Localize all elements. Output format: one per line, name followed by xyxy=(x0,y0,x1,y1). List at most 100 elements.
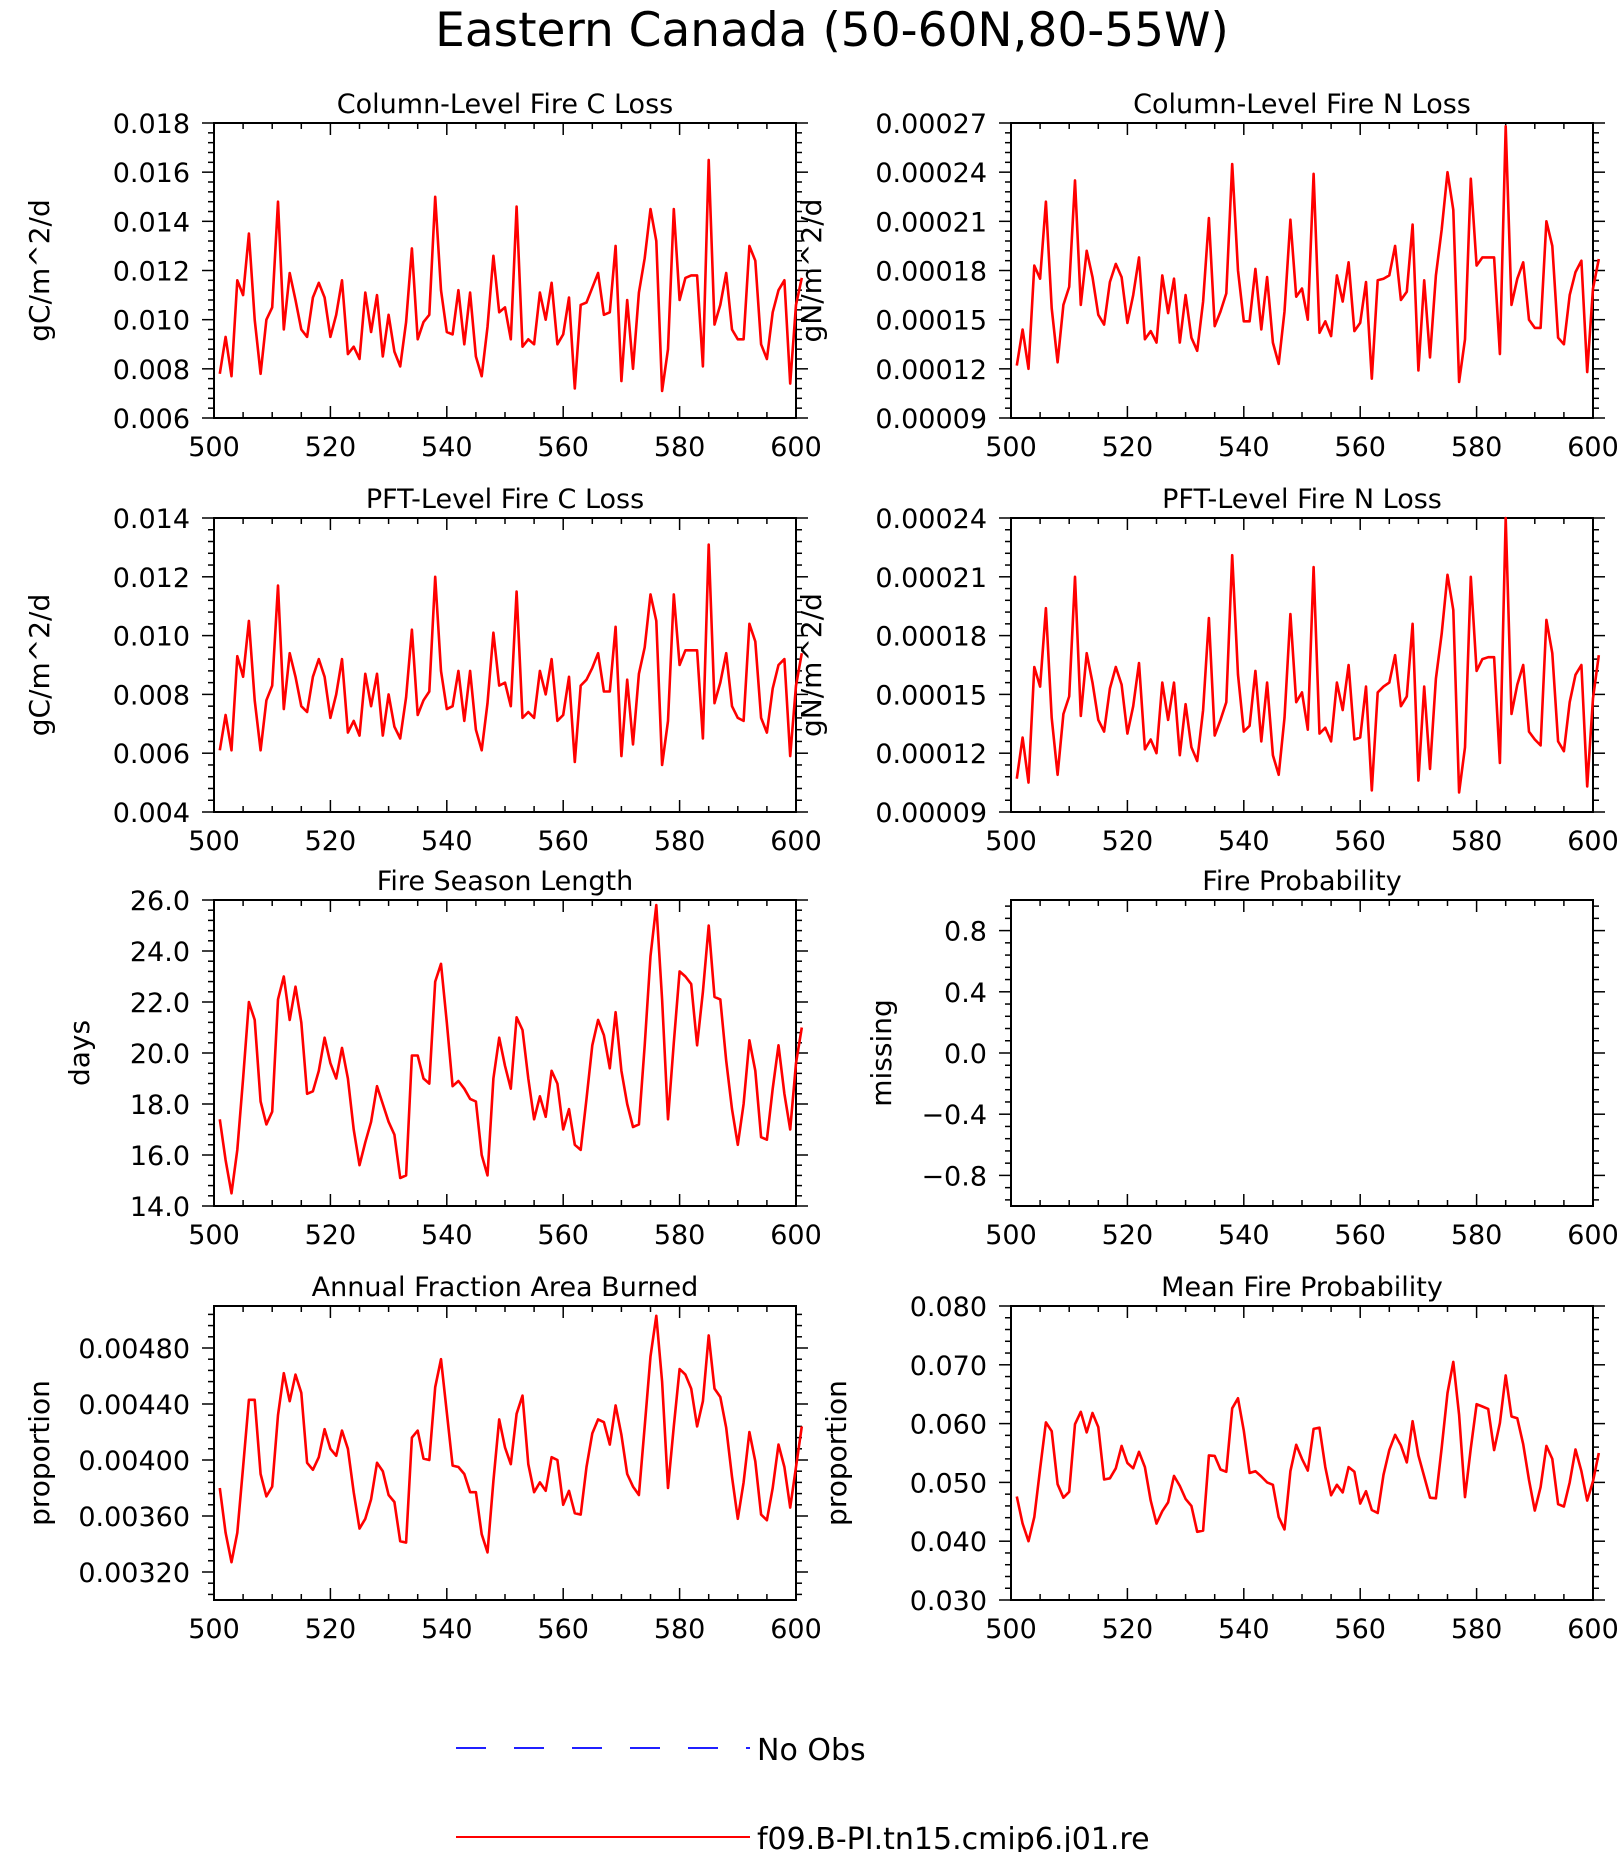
y-tick-label: 0.4 xyxy=(944,978,987,1009)
y-tick-label: 0.00360 xyxy=(78,1502,190,1533)
y-tick-label: 0.00021 xyxy=(875,563,987,594)
x-tick-label: 520 xyxy=(1102,432,1154,463)
x-tick-label: 580 xyxy=(654,432,706,463)
y-tick-label: 0.010 xyxy=(113,306,190,337)
y-tick-label: 0.00012 xyxy=(875,739,987,770)
x-tick-label: 520 xyxy=(305,432,357,463)
x-tick-label: 560 xyxy=(537,1220,589,1251)
y-tick-label: 0.004 xyxy=(113,798,190,829)
panel-title: Mean Fire Probability xyxy=(1161,1272,1443,1303)
x-tick-label: 520 xyxy=(1102,826,1154,857)
y-tick-label: 0.00024 xyxy=(875,158,987,189)
y-tick-label: 22.0 xyxy=(130,988,190,1019)
panel-title: Annual Fraction Area Burned xyxy=(312,1272,699,1303)
y-axis-label: proportion xyxy=(820,1380,853,1526)
y-tick-label: −0.4 xyxy=(921,1100,987,1131)
y-tick-label: 0.050 xyxy=(910,1468,987,1499)
x-tick-label: 500 xyxy=(188,1220,240,1251)
y-axis-label: days xyxy=(63,1020,96,1086)
y-tick-label: 0.030 xyxy=(910,1586,987,1617)
y-axis-label: gC/m^2/d xyxy=(23,199,56,342)
y-tick-label: 0.00440 xyxy=(78,1390,190,1421)
series-line xyxy=(218,1314,804,1564)
x-tick-label: 500 xyxy=(985,1614,1037,1645)
x-tick-label: 560 xyxy=(537,1614,589,1645)
y-tick-label: 0.00015 xyxy=(875,680,987,711)
y-tick-label: 0.00009 xyxy=(875,404,987,435)
panel-pft-n: 500 520 540 560 580 600 0.00009 0.00012 0.00015 0… xyxy=(795,484,1619,857)
x-tick-label: 600 xyxy=(770,432,822,463)
x-tick-label: 580 xyxy=(1451,826,1503,857)
x-tick-label: 600 xyxy=(1567,1220,1619,1251)
panel-title: PFT-Level Fire N Loss xyxy=(1162,484,1442,515)
plot-frame xyxy=(213,899,797,1207)
x-tick-label: 520 xyxy=(305,826,357,857)
x-tick-label: 520 xyxy=(305,1614,357,1645)
panel-season: 500 520 540 560 580 600 14.0 16.0 18.0 20.0 22.0 24… xyxy=(63,866,822,1251)
y-tick-label: −0.8 xyxy=(921,1161,987,1192)
y-tick-label: 24.0 xyxy=(130,937,190,968)
x-tick-label: 600 xyxy=(770,1220,822,1251)
panel-col-c: 500 520 540 560 580 600 0.006 0.008 0.010 0.012 0.… xyxy=(23,89,822,463)
y-tick-label: 0.012 xyxy=(113,563,190,594)
x-tick-label: 580 xyxy=(654,826,706,857)
legend-label-model: f09.B-PI.tn15.cmip6.j01.re xyxy=(757,1822,1150,1852)
series-line xyxy=(218,158,804,393)
x-tick-label: 600 xyxy=(1567,432,1619,463)
panels: 500 520 540 560 580 600 0.006 0.008 0.010 0.012 0.… xyxy=(23,89,1619,1645)
y-tick-label: 0.00018 xyxy=(875,622,987,653)
x-tick-label: 560 xyxy=(1334,1614,1386,1645)
x-tick-label: 500 xyxy=(985,1220,1037,1251)
panel-title: Fire Season Length xyxy=(377,866,633,897)
x-tick-label: 600 xyxy=(770,826,822,857)
y-tick-label: 20.0 xyxy=(130,1039,190,1070)
y-tick-label: 0.010 xyxy=(113,622,190,653)
x-tick-label: 580 xyxy=(1451,432,1503,463)
x-tick-label: 500 xyxy=(188,1614,240,1645)
x-tick-label: 500 xyxy=(188,826,240,857)
x-tick-label: 500 xyxy=(985,826,1037,857)
x-tick-label: 500 xyxy=(188,432,240,463)
y-tick-label: 0.00320 xyxy=(78,1558,190,1589)
y-tick-label: 16.0 xyxy=(130,1141,190,1172)
legend-label-no-obs: No Obs xyxy=(757,1733,866,1768)
y-tick-label: 0.008 xyxy=(113,680,190,711)
y-tick-label: 0.00024 xyxy=(875,504,987,535)
y-tick-label: 26.0 xyxy=(130,886,190,917)
x-tick-label: 560 xyxy=(1334,1220,1386,1251)
y-tick-label: 0.006 xyxy=(113,404,190,435)
y-tick-label: 0.00021 xyxy=(875,207,987,238)
x-tick-label: 520 xyxy=(1102,1220,1154,1251)
series-line xyxy=(1015,516,1601,794)
y-tick-label: 0.00009 xyxy=(875,798,987,829)
y-tick-label: 0.060 xyxy=(910,1410,987,1441)
x-tick-label: 540 xyxy=(421,432,473,463)
y-tick-label: 0.00027 xyxy=(875,109,987,140)
y-tick-label: 0.00018 xyxy=(875,257,987,288)
panel-prob: 500 520 540 560 580 600 −0.8 −0.4 0.0 0.4 0.8 Fire … xyxy=(865,866,1619,1251)
figure-title: Eastern Canada (50-60N,80-55W) xyxy=(435,3,1229,58)
y-tick-label: 0.080 xyxy=(910,1292,987,1323)
y-tick-label: 0.8 xyxy=(944,917,987,948)
x-tick-label: 580 xyxy=(1451,1220,1503,1251)
panel-afab: 500 520 540 560 580 600 0.00320 0.00360 0.00400 0… xyxy=(23,1272,822,1645)
y-axis-label: proportion xyxy=(23,1380,56,1526)
x-tick-label: 540 xyxy=(421,1614,473,1645)
x-tick-label: 600 xyxy=(1567,826,1619,857)
panel-title: Fire Probability xyxy=(1202,866,1402,897)
y-tick-label: 0.006 xyxy=(113,739,190,770)
y-tick-label: 0.040 xyxy=(910,1527,987,1558)
x-tick-label: 540 xyxy=(421,826,473,857)
y-tick-label: 0.014 xyxy=(113,207,190,238)
x-tick-label: 560 xyxy=(1334,432,1386,463)
series-line xyxy=(1015,1360,1601,1543)
y-tick-label: 0.0 xyxy=(944,1039,987,1070)
series-line xyxy=(218,903,804,1195)
series-line xyxy=(218,543,804,767)
x-tick-label: 540 xyxy=(1218,826,1270,857)
series-line xyxy=(1015,125,1601,384)
y-axis-label: gC/m^2/d xyxy=(23,594,56,737)
panel-title: Column-Level Fire N Loss xyxy=(1133,89,1471,120)
x-tick-label: 540 xyxy=(1218,432,1270,463)
